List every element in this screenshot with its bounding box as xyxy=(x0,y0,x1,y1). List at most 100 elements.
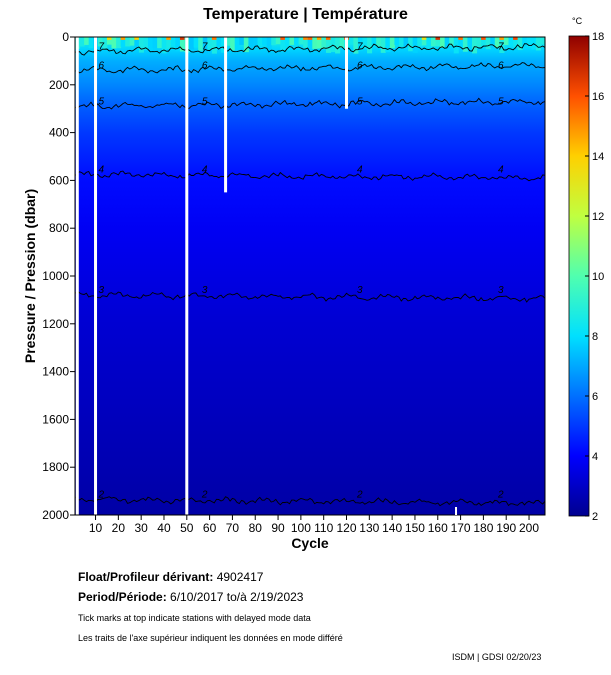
surface-cell xyxy=(348,37,354,45)
surface-cell xyxy=(148,37,154,51)
surface-cell xyxy=(193,37,199,48)
surface-cell xyxy=(143,37,149,50)
y-tick-label: 2000 xyxy=(42,508,69,522)
y-tick-label: 1200 xyxy=(42,317,69,331)
period-value: 6/10/2017 to/à 2/19/2023 xyxy=(170,590,304,604)
surface-hot-cell xyxy=(120,37,126,40)
contour-line-4 xyxy=(75,170,545,182)
x-tick-label: 180 xyxy=(473,521,493,535)
surface-cell xyxy=(426,37,432,50)
surface-cell xyxy=(129,37,135,46)
surface-cell xyxy=(106,37,113,45)
colorbar: 2 4 6 8 10 12 14 16 18 xyxy=(568,31,604,523)
x-tick-label: 160 xyxy=(428,521,448,535)
surface-cell xyxy=(179,37,186,52)
surface-cell xyxy=(284,37,290,51)
y-tick-label: 600 xyxy=(49,173,69,187)
x-tick-label: 10 xyxy=(89,521,103,535)
x-tick-label: 100 xyxy=(291,521,311,535)
surface-cell xyxy=(252,37,259,49)
contour-label: 2 xyxy=(201,489,208,500)
surface-cell xyxy=(398,37,405,47)
contour-label: 7 xyxy=(99,41,105,52)
surface-hot-cell xyxy=(307,37,313,40)
contour-label: 2 xyxy=(356,489,363,500)
y-tick-label: 0 xyxy=(62,30,69,44)
x-tick-label: 40 xyxy=(157,521,171,535)
surface-cell xyxy=(408,37,414,52)
surface-cell xyxy=(111,37,117,49)
surface-cell xyxy=(522,37,528,49)
contour-label: 2 xyxy=(497,489,504,500)
surface-cell xyxy=(339,37,345,48)
surface-hot-cell xyxy=(316,37,322,40)
x-tick-label: 30 xyxy=(134,521,148,535)
float-label: Float/Profileur dérivant: xyxy=(78,570,214,584)
contour-label: 5 xyxy=(99,96,105,107)
surface-cell xyxy=(280,37,286,52)
surface-hot-cell xyxy=(303,37,309,40)
surface-cell xyxy=(216,37,222,49)
surface-cell xyxy=(307,37,313,49)
surface-cell xyxy=(312,37,318,49)
contour-label: 7 xyxy=(357,41,363,52)
surface-cell xyxy=(444,37,450,49)
y-axis-label: Pressure / Pression (dbar) xyxy=(22,189,38,363)
surface-cell xyxy=(225,37,231,46)
surface-cell xyxy=(84,37,90,45)
contour-line-2 xyxy=(75,496,545,507)
surface-cell xyxy=(97,37,103,47)
contour-label: 4 xyxy=(357,164,363,175)
surface-cell xyxy=(230,37,236,51)
note-french: Les traits de l'axe supérieur indiquent … xyxy=(78,633,343,643)
surface-cell xyxy=(266,37,272,51)
surface-cell xyxy=(325,37,332,53)
chart-title: Temperature | Température xyxy=(203,6,408,23)
surface-cell xyxy=(138,37,144,53)
surface-cell xyxy=(412,37,418,53)
surface-cell xyxy=(102,37,108,50)
surface-cell xyxy=(545,37,550,44)
contour-label: 5 xyxy=(498,96,504,107)
surface-hot-cell xyxy=(134,37,140,40)
y-tick-label: 1000 xyxy=(42,269,69,283)
isotherm-contours: 7 7 7 7 6 6 6 6 5 5 5 5 4 4 4 4 3 3 3 3 2 2 2 2 xyxy=(75,41,545,507)
x-axis: 10 20 30 40 50 60 70 80 90 100 110 120 130 140 150 160 1… xyxy=(89,515,539,535)
surface-cell xyxy=(485,37,491,50)
x-tick-label: 190 xyxy=(496,521,516,535)
surface-cell xyxy=(239,37,245,45)
contour-label: 3 xyxy=(498,285,504,296)
surface-cell xyxy=(303,37,309,48)
surface-cell xyxy=(526,37,532,48)
surface-warm-layer xyxy=(75,37,550,54)
x-tick-label: 200 xyxy=(519,521,539,535)
surface-cell xyxy=(316,37,322,49)
surface-cell xyxy=(367,37,373,54)
surface-cell xyxy=(330,37,336,53)
temperature-field xyxy=(75,37,545,515)
contour-label: 5 xyxy=(202,96,208,107)
surface-cell xyxy=(385,37,391,53)
x-axis-label: Cycle xyxy=(291,535,329,551)
contour-label: 3 xyxy=(99,285,105,296)
surface-cell xyxy=(376,37,382,47)
x-tick-label: 70 xyxy=(226,521,240,535)
surface-hot-cell xyxy=(280,37,286,40)
y-tick-label: 200 xyxy=(49,78,69,92)
y-tick-label: 1400 xyxy=(42,365,69,379)
contour-label: 2 xyxy=(98,489,105,500)
surface-cell xyxy=(298,37,304,45)
surface-cell xyxy=(221,37,227,53)
contour-label: 6 xyxy=(202,60,208,71)
y-axis: 0 200 400 600 800 1000 1200 1400 1600 1800 2000 xyxy=(42,30,75,522)
surface-cell xyxy=(508,37,514,47)
surface-cell xyxy=(453,37,459,54)
contour-line-7 xyxy=(75,43,545,56)
colorbar-tick-label: 8 xyxy=(592,331,598,343)
colorbar-tick-label: 10 xyxy=(592,271,604,283)
surface-cell xyxy=(540,37,545,45)
contour-label: 3 xyxy=(202,285,208,296)
surface-cell xyxy=(152,37,158,49)
surface-cell xyxy=(248,37,254,49)
